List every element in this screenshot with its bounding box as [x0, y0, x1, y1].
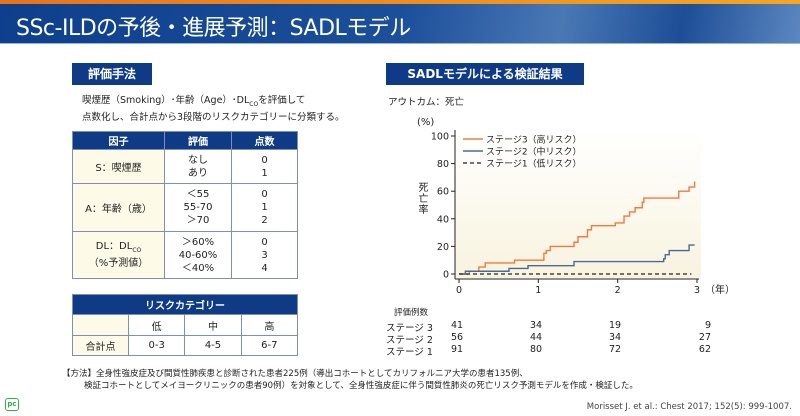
- empty-cell: [72, 314, 129, 336]
- y-unit: (%): [417, 117, 434, 128]
- risk-count: 19: [609, 320, 622, 331]
- factor-cell: A：年齢（歳）: [72, 183, 165, 232]
- series-line-3: [459, 181, 696, 275]
- top-accent-stripe: [0, 0, 800, 4]
- factor-cell: S：喫煙歴: [72, 149, 165, 184]
- y-tick-label: 100: [431, 132, 449, 143]
- column-header: 中: [184, 314, 242, 336]
- section-label-method: 評価手法: [72, 63, 152, 85]
- risk-count: 56: [451, 332, 464, 343]
- risk-count: 41: [451, 320, 464, 331]
- eval-cell: なし あり: [164, 149, 232, 184]
- desc-text: 喫煙歴（Smoking）･年齢（Age）･DL: [82, 95, 250, 106]
- column-header: 評価: [164, 131, 232, 150]
- risk-count: 9: [704, 320, 711, 331]
- method-line: 【方法】全身性強皮症及び間質性肺疾患と診断された患者225例（導出コホートとして…: [62, 369, 528, 379]
- column-header: 因子: [72, 131, 165, 150]
- legend-label: ステージ1（低リスク）: [486, 158, 582, 170]
- y-tick-label: 0: [443, 270, 449, 281]
- section-label-results: SADLモデルによる検証結果: [386, 63, 584, 85]
- y-axis-label: 死亡率: [416, 182, 427, 215]
- eval-cell: ＜55 55-70 ＞70: [164, 183, 232, 232]
- column-header: 高: [240, 314, 299, 336]
- survival-chart: 0 20 40 60 80 100 0 1 2 3 （年） (%) ステージ3（高リスク）ステージ2（中…: [417, 117, 735, 296]
- x-tick-label: 1: [535, 285, 541, 296]
- method-note: 【方法】全身性強皮症及び間質性肺疾患と診断された患者225例（導出コホートとして…: [62, 368, 638, 392]
- legend-label: ステージ2（中リスク）: [486, 146, 582, 158]
- risk-count: 62: [698, 344, 711, 355]
- title-bar: SSc-ILDの予後・進展予測：SADLモデル: [0, 4, 800, 44]
- outcome-label: アウトカム：死亡: [388, 97, 465, 108]
- value-cell: 4-5: [184, 335, 242, 356]
- value-cell: 6-7: [240, 335, 299, 356]
- y-tick-label: 80: [437, 159, 449, 170]
- factor-cell: DL：DLCO （%予測値）: [72, 231, 165, 279]
- eval-cell: ＞60% 40-60% ＜40%: [164, 231, 232, 279]
- column-header: 点数: [231, 131, 298, 150]
- risk-category-table: リスクカテゴリー 低中高 合計点 0-3 4-5 6-7: [72, 294, 299, 356]
- risk-count: 91: [451, 344, 464, 355]
- y-tick-label: 60: [437, 187, 449, 198]
- series-line-2: [459, 244, 695, 275]
- x-tick-label: 2: [615, 285, 621, 296]
- desc-text-line2: 点数化し、合計点から3段階のリスクカテゴリーに分類する。: [82, 111, 345, 123]
- pc-logo: pc: [5, 398, 19, 411]
- risk-row-label: ステージ 1: [386, 347, 433, 358]
- row-label: 合計点: [72, 335, 129, 356]
- risk-header: 評価例数: [394, 308, 429, 318]
- page-title: SSc-ILDの予後・進展予測：SADLモデル: [16, 16, 411, 41]
- column-header: 低: [127, 314, 186, 336]
- risk-count: 72: [609, 344, 622, 355]
- risk-row-label: ステージ 3: [386, 323, 433, 334]
- plot-background: [455, 130, 701, 278]
- desc-text-end: を評価して: [258, 95, 306, 106]
- risk-count: 80: [530, 344, 543, 355]
- x-unit: （年）: [705, 283, 735, 296]
- desc-subscript: CO: [249, 100, 259, 108]
- value-cell: 0-3: [127, 335, 186, 356]
- method-line: 検証コホートとしてメイヨークリニックの患者90例）を対象として、全身性強皮症に伴…: [84, 381, 638, 391]
- y-tick-label: 20: [437, 242, 449, 253]
- x-tick-label: 3: [694, 285, 700, 296]
- risk-count: 34: [530, 320, 543, 331]
- risk-count: 34: [609, 332, 622, 343]
- method-description: 喫煙歴（Smoking）･年齢（Age）･DLCOを評価して 点数化し、合計点か…: [82, 94, 345, 124]
- risk-count: 44: [530, 332, 543, 343]
- citation: Morisset J. et al.: Chest 2017; 152(5): …: [586, 402, 792, 412]
- risk-count: 27: [698, 332, 711, 343]
- risk-table-title: リスクカテゴリー: [72, 294, 298, 315]
- risk-row-label: ステージ 2: [386, 335, 433, 346]
- x-tick-label: 0: [456, 285, 462, 296]
- legend-label: ステージ3（高リスク）: [486, 134, 582, 146]
- y-tick-label: 40: [437, 214, 449, 225]
